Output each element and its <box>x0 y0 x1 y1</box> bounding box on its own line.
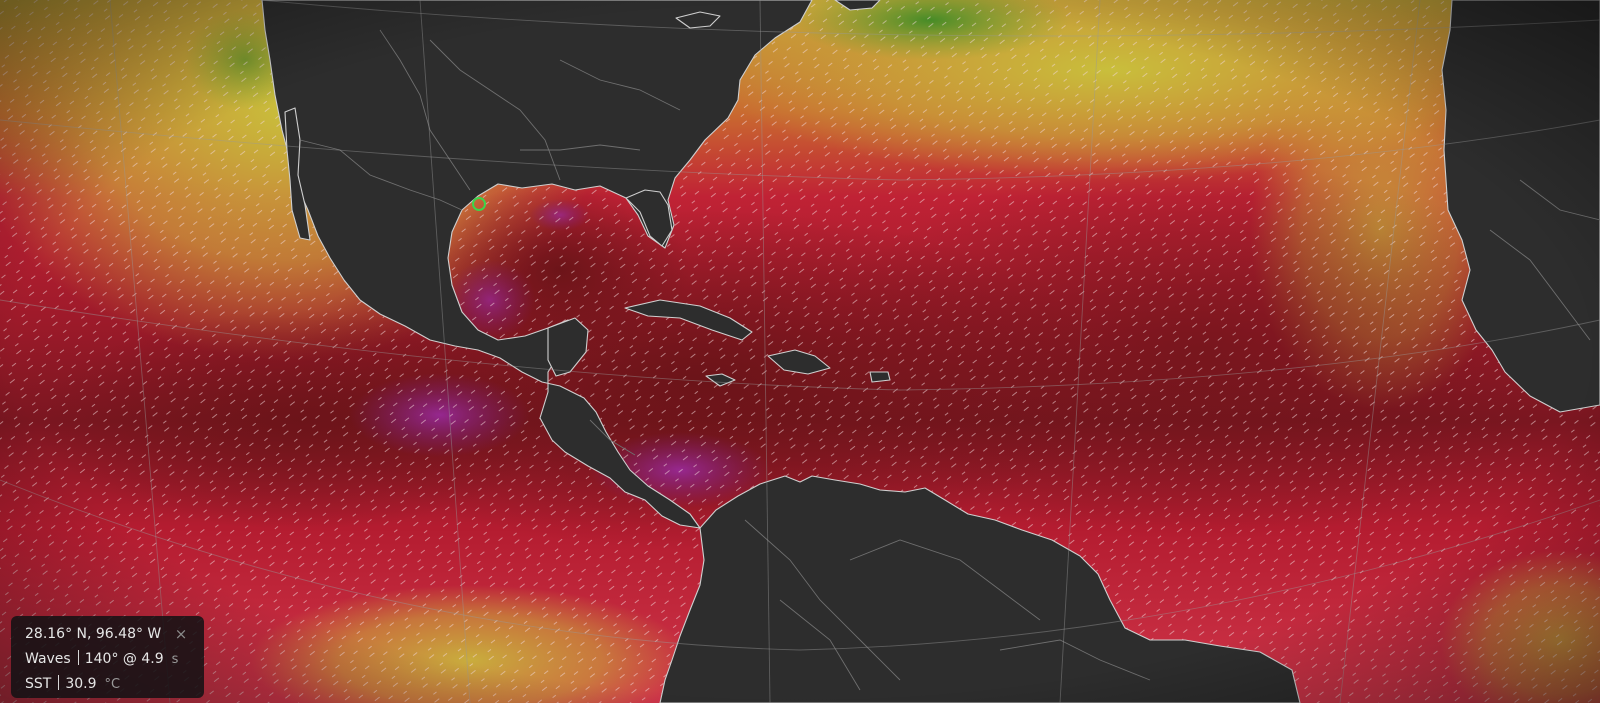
coordinates-row: 28.16° N, 96.48° W × <box>25 622 192 647</box>
location-info-panel: 28.16° N, 96.48° W × Waves 140° @ 4.9 s SS… <box>11 616 204 698</box>
sst-unit[interactable]: °C <box>104 677 121 692</box>
sst-row: SST 30.9 °C <box>25 672 192 697</box>
waves-unit[interactable]: s <box>171 652 179 667</box>
waves-row: Waves 140° @ 4.9 s <box>25 647 192 672</box>
location-marker-icon[interactable] <box>472 197 486 211</box>
separator <box>77 650 79 665</box>
separator <box>58 675 60 690</box>
waves-value: 140° @ 4.9 <box>84 651 164 667</box>
coordinates-text: 28.16° N, 96.48° W <box>25 626 162 642</box>
sst-value: 30.9 <box>65 676 97 692</box>
waves-label: Waves <box>25 651 71 667</box>
sst-label: SST <box>25 676 52 692</box>
close-icon[interactable]: × <box>174 625 188 643</box>
